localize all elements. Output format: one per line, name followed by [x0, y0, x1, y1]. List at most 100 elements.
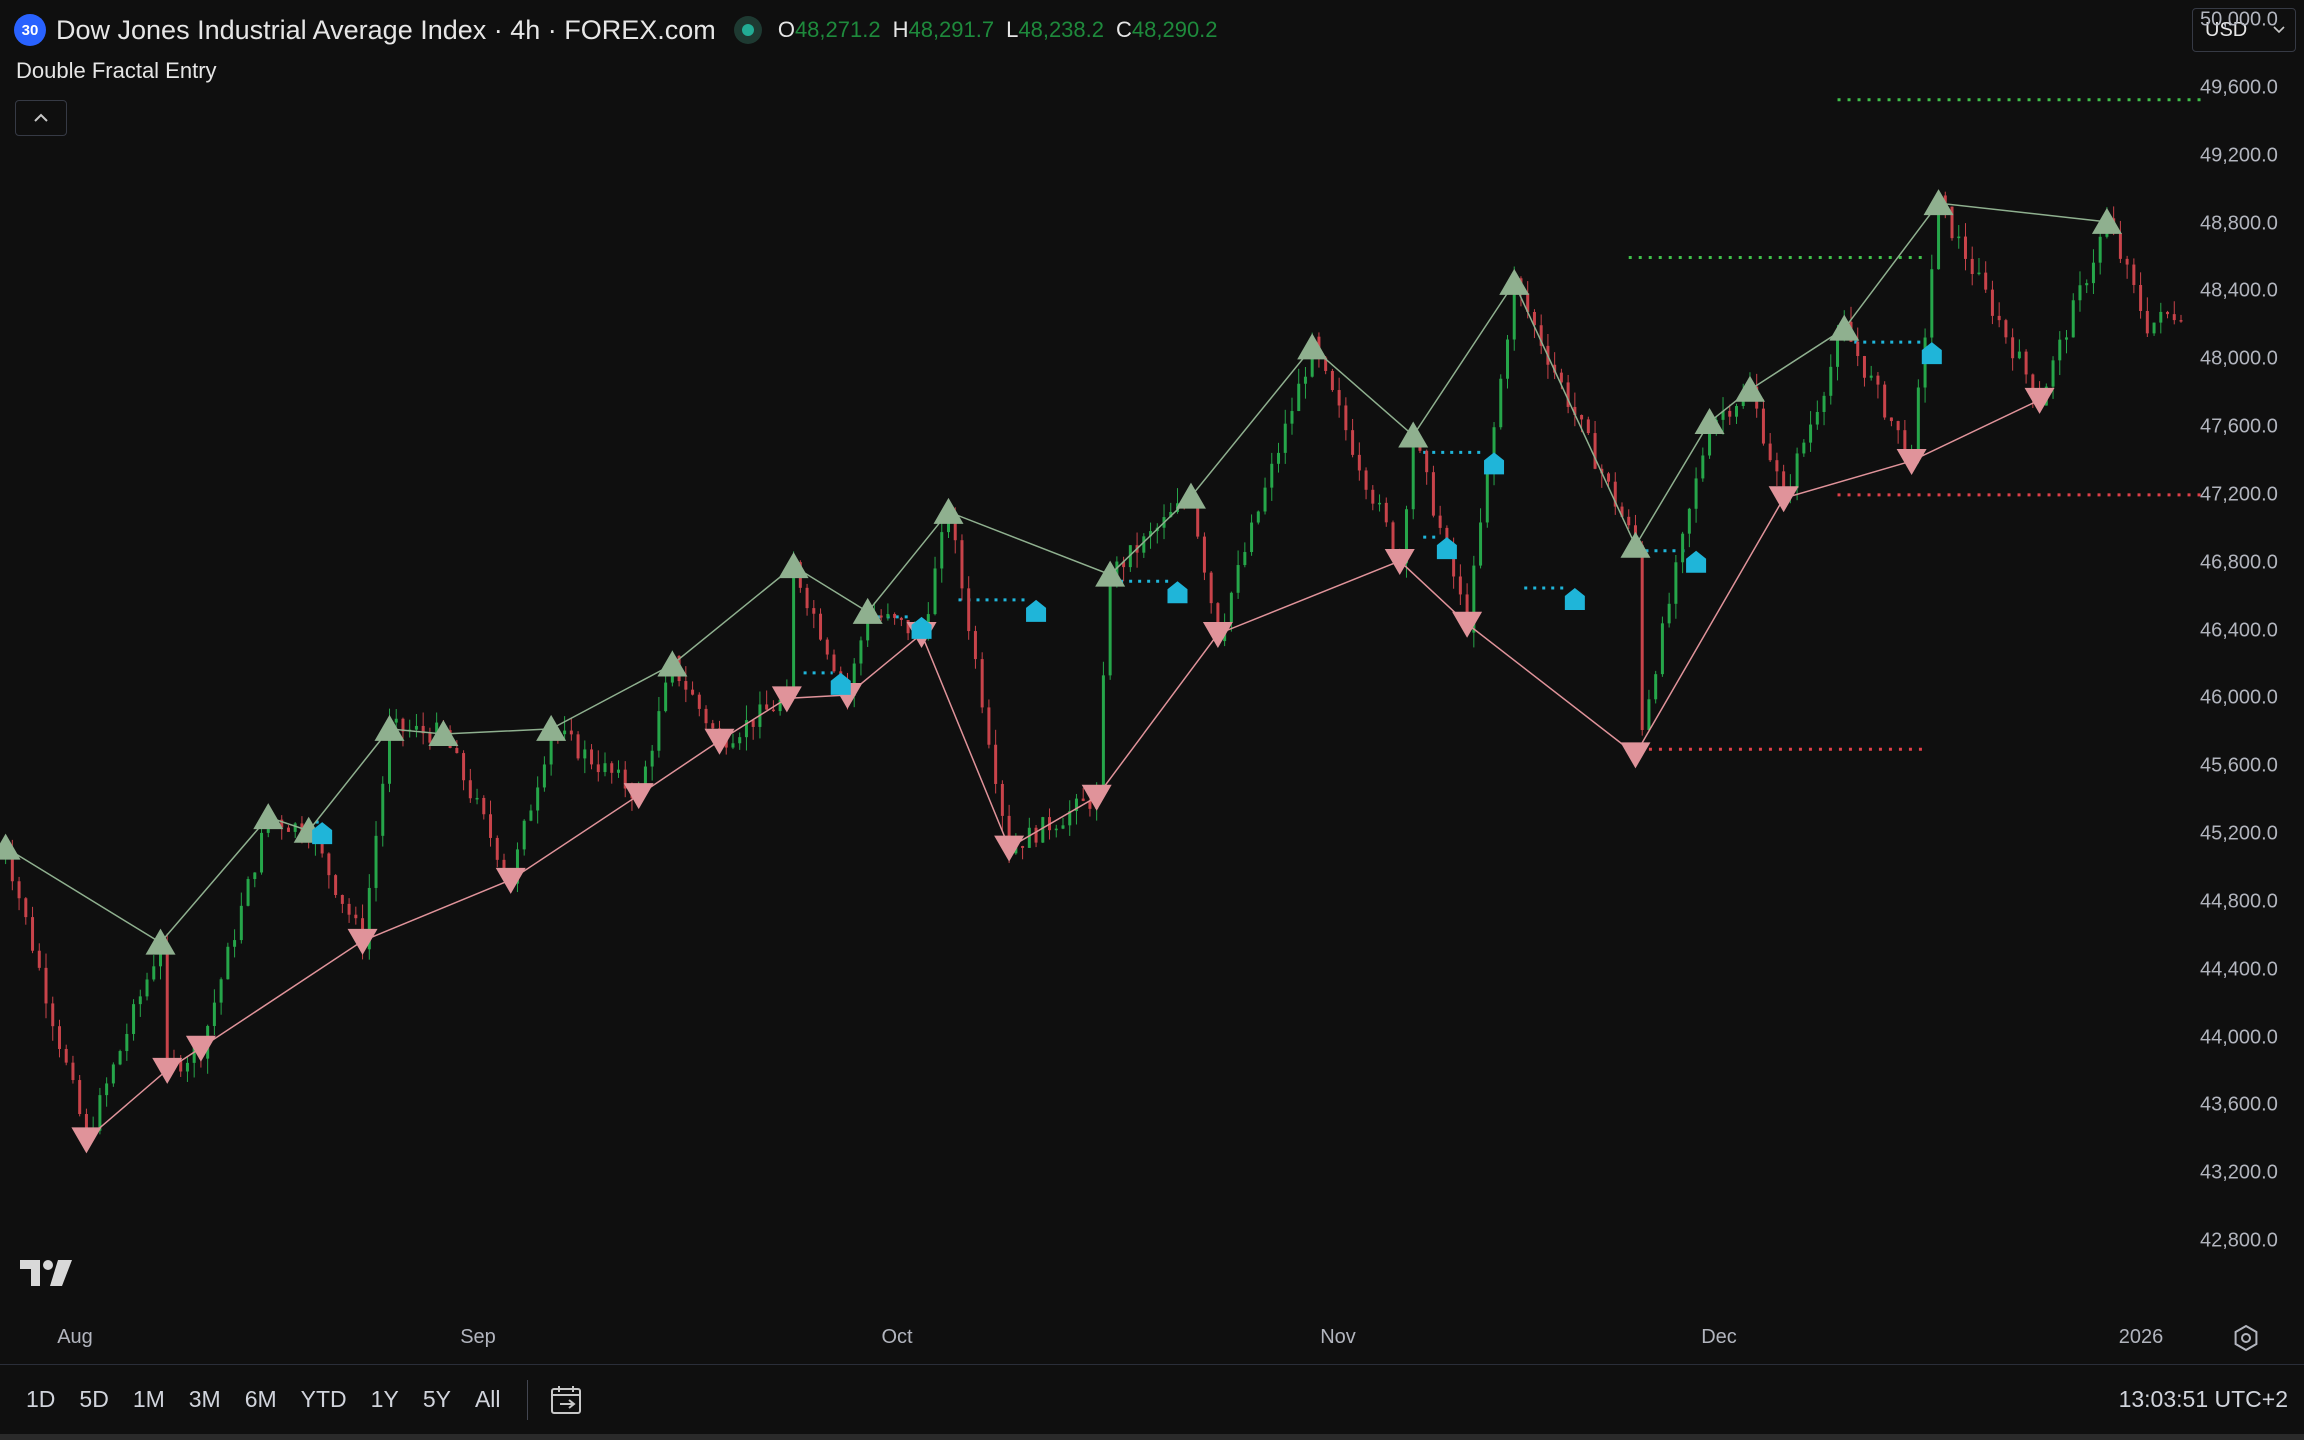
range-1y-button[interactable]: 1Y: [370, 1386, 399, 1412]
candle: [2118, 220, 2122, 264]
candle: [879, 609, 883, 621]
candle: [704, 705, 708, 732]
candle: [744, 705, 748, 751]
toolbar-divider: [526, 1379, 528, 1420]
candle: [219, 977, 223, 1015]
candle: [1667, 592, 1671, 628]
symbol-legend[interactable]: 30 Dow Jones Industrial Average Index · …: [14, 10, 1218, 50]
candle: [1458, 564, 1462, 606]
currency-label: USD: [2205, 18, 2248, 41]
candle: [185, 1056, 189, 1082]
candle: [2058, 331, 2062, 376]
candle: [1155, 523, 1159, 544]
time-tick-label: Aug: [57, 1326, 93, 1348]
candle: [1357, 442, 1361, 481]
ohlc-open-key: O: [777, 17, 795, 42]
up-fractal-marker: [1734, 375, 1765, 402]
candle: [165, 933, 169, 1073]
candle: [1256, 510, 1260, 525]
candle: [1586, 416, 1590, 435]
candle: [1371, 485, 1375, 511]
candle: [1128, 545, 1132, 572]
range-6m-button[interactable]: 6M: [244, 1386, 277, 1412]
candle: [1984, 261, 1988, 293]
range-5d-button[interactable]: 5D: [79, 1386, 109, 1412]
range-ytd-button[interactable]: YTD: [300, 1386, 347, 1412]
down-fractal-marker: [71, 1127, 102, 1154]
collapse-indicators-button[interactable]: [15, 100, 67, 136]
candle: [145, 972, 149, 1001]
timezone-clock[interactable]: 13:03:51 UTC+2: [2118, 1386, 2288, 1412]
candle: [2011, 328, 2015, 371]
ohlc-values: O48,271.2 H48,291.7 L48,238.2 C48,290.2: [778, 17, 1218, 43]
candle: [805, 583, 809, 616]
candle: [691, 681, 695, 696]
candle: [852, 658, 856, 708]
fractal-markers: [0, 189, 2122, 1154]
candle: [17, 876, 21, 911]
price-tick-label: 42,800.0: [2200, 1229, 2278, 1252]
gear-icon[interactable]: [2232, 1324, 2260, 1357]
down-fractal-swing-line: [85, 399, 2040, 1140]
candle: [37, 943, 41, 971]
price-tick-label: 46,000.0: [2200, 686, 2278, 709]
entry-marker: [1921, 342, 1942, 365]
market-status-icon[interactable]: [733, 16, 762, 44]
candle: [859, 636, 863, 676]
candle: [2125, 255, 2129, 279]
chevron-up-icon: [34, 113, 48, 122]
candle: [1297, 368, 1301, 412]
candle: [1351, 418, 1355, 458]
candle: [246, 876, 250, 907]
entry-marker: [830, 672, 851, 695]
candle: [1438, 505, 1442, 535]
candle: [2172, 301, 2176, 325]
candle: [64, 1044, 68, 1066]
candle: [1681, 531, 1685, 574]
candle: [1950, 206, 1954, 241]
entry-marker: [1167, 581, 1188, 604]
candle: [482, 795, 486, 820]
up-fractal-marker: [1499, 268, 1530, 295]
candle: [967, 576, 971, 640]
tradingview-logo-icon[interactable]: [20, 1258, 76, 1293]
chevron-down-icon: [2273, 26, 2285, 34]
indicator-title[interactable]: Double Fractal Entry: [16, 58, 217, 83]
price-chart[interactable]: [0, 0, 2304, 1330]
candle: [590, 744, 594, 770]
calendar-range-icon[interactable]: [542, 1375, 592, 1425]
candle: [1404, 505, 1408, 578]
candle: [1862, 355, 1866, 387]
candle: [2139, 272, 2143, 319]
range-3m-button[interactable]: 3M: [188, 1386, 221, 1412]
fractal-swing-lines: [5, 202, 2108, 1140]
candle: [1957, 225, 1961, 249]
range-all-button[interactable]: All: [474, 1386, 501, 1412]
candle: [475, 788, 479, 805]
range-5y-button[interactable]: 5Y: [422, 1386, 451, 1412]
candle: [1431, 465, 1435, 518]
candle: [987, 699, 991, 749]
candle: [1337, 377, 1341, 418]
price-tick-label: 43,200.0: [2200, 1161, 2278, 1184]
ohlc-high-key: H: [892, 17, 909, 42]
entry-marker: [1484, 452, 1505, 475]
range-1d-button[interactable]: 1D: [26, 1386, 56, 1412]
candle: [118, 1049, 122, 1066]
down-fractal-marker: [623, 783, 654, 810]
candle: [1054, 824, 1058, 838]
candle: [1263, 477, 1267, 515]
candle: [334, 874, 338, 898]
symbol-title[interactable]: Dow Jones Industrial Average Index · 4h …: [56, 14, 716, 45]
candle: [462, 750, 466, 791]
candle: [1815, 400, 1819, 430]
candle: [1930, 254, 1934, 347]
candle: [71, 1055, 75, 1084]
candle: [1532, 309, 1536, 339]
range-1m-button[interactable]: 1M: [132, 1386, 165, 1412]
time-tick-label: Dec: [1701, 1326, 1737, 1348]
candle: [1822, 391, 1826, 426]
currency-select[interactable]: USD: [2192, 8, 2296, 52]
ohlc-low-value: 48,238.2: [1018, 17, 1104, 42]
candle: [1701, 447, 1705, 482]
